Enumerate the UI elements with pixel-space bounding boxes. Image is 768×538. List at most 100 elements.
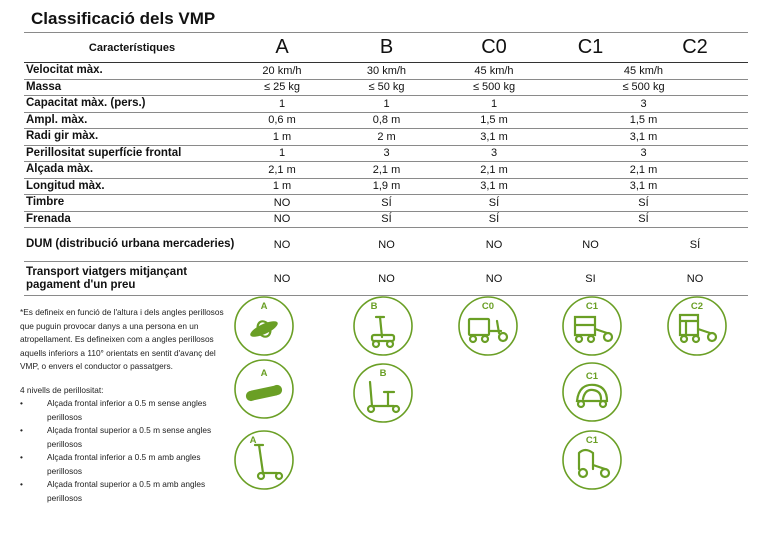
cell-a: 1 m	[240, 178, 324, 195]
row-label: Frenada	[24, 211, 240, 228]
table-header-row: Característiques A B C0 C1 C2	[24, 32, 748, 63]
cell-c1-c2: 2,1 m	[539, 161, 748, 179]
footnote-text: *Es defineix en funció de l'altura i del…	[20, 307, 224, 371]
cell-c1-c2: SÍ	[539, 211, 748, 228]
header-a: A	[240, 32, 324, 63]
table-row-transport: Transport viatgers mitjançant pagament d…	[24, 261, 748, 296]
svg-text:C1: C1	[586, 371, 599, 382]
cell-c0: ≤ 500 kg	[449, 79, 539, 96]
cell-c0: 45 km/h	[449, 62, 539, 80]
bullet: •	[20, 479, 23, 489]
table-row: Frenada NO SÍ SÍ SÍ	[24, 211, 748, 228]
level-text: Alçada frontal inferior a 0.5 m sense an…	[47, 398, 207, 422]
cell-c2: NO	[642, 261, 748, 296]
cell-c0: 2,1 m	[449, 161, 539, 179]
cell-a: NO	[240, 261, 324, 296]
bullet: •	[20, 398, 23, 408]
row-label: Ampl. màx.	[24, 112, 240, 129]
cell-c1-c2: 3,1 m	[539, 178, 748, 195]
cell-c2: SÍ	[642, 227, 748, 262]
cell-b: SÍ	[324, 211, 449, 228]
cell-b: NO	[324, 261, 449, 296]
cell-c0: NO	[449, 261, 539, 296]
cell-a: 1 m	[240, 128, 324, 146]
svg-text:B: B	[371, 301, 378, 312]
cell-c0: SÍ	[449, 194, 539, 212]
cell-c1: NO	[539, 227, 642, 262]
cell-c1-c2: 3	[539, 95, 748, 113]
table-row: Timbre NO SÍ SÍ SÍ	[24, 194, 748, 212]
footnotes: *Es defineix en funció de l'altura i del…	[20, 306, 232, 505]
cell-c1: SI	[539, 261, 642, 296]
list-item: • Alçada frontal inferior a 0.5 m amb ang…	[20, 451, 232, 478]
cell-a: 1	[240, 95, 324, 113]
level-text: Alçada frontal inferior a 0.5 m amb angl…	[47, 452, 201, 476]
row-label: Massa	[24, 79, 240, 96]
level-text: Alçada frontal superior a 0.5 m sense an…	[47, 425, 212, 449]
cell-b: 0,8 m	[324, 112, 449, 129]
seated-scooter-icon: B	[352, 362, 414, 424]
cell-a: ≤ 25 kg	[240, 79, 324, 96]
cell-b: 3	[324, 145, 449, 162]
cell-a: 20 km/h	[240, 62, 324, 80]
bullet: •	[20, 425, 23, 435]
svg-text:A: A	[261, 368, 268, 379]
page-title: Classificació dels VMP	[31, 9, 216, 28]
cell-c1-c2: 1,5 m	[539, 112, 748, 129]
row-label: Timbre	[24, 194, 240, 212]
table-row-dum: DUM (distribució urbana mercaderies) NO …	[24, 227, 748, 262]
cell-c0: 3	[449, 145, 539, 162]
table-row: Velocitat màx. 20 km/h 30 km/h 45 km/h 4…	[24, 62, 748, 80]
list-item: • Alçada frontal superior a 0.5 m amb ang…	[20, 478, 232, 505]
cell-b: NO	[324, 227, 449, 262]
svg-text:C1: C1	[586, 435, 599, 446]
row-label: Velocitat màx.	[24, 62, 240, 80]
table-row: Alçada màx. 2,1 m 2,1 m 2,1 m 2,1 m	[24, 161, 748, 179]
cell-c0: SÍ	[449, 211, 539, 228]
cell-a: 0,6 m	[240, 112, 324, 129]
cell-a: 2,1 m	[240, 161, 324, 179]
cargo-trike-icon: C0	[457, 295, 519, 357]
cell-b: 1	[324, 95, 449, 113]
cell-c1-c2: 3,1 m	[539, 128, 748, 146]
row-label: Transport viatgers mitjançant pagament d…	[24, 261, 240, 296]
svg-text:C0: C0	[482, 301, 494, 312]
cell-c0: 3,1 m	[449, 128, 539, 146]
row-label: Radi gir màx.	[24, 128, 240, 146]
table-row: Massa ≤ 25 kg ≤ 50 kg ≤ 500 kg ≤ 500 kg	[24, 79, 748, 96]
cell-c0: 3,1 m	[449, 178, 539, 195]
kick-scooter-icon: A	[233, 429, 295, 491]
row-label: Alçada màx.	[24, 161, 240, 179]
cell-c0: 1	[449, 95, 539, 113]
monowheel-icon: A	[233, 295, 295, 357]
cell-b: SÍ	[324, 194, 449, 212]
cell-c0: NO	[449, 227, 539, 262]
header-c1: C1	[539, 32, 642, 63]
svg-text:C2: C2	[691, 301, 703, 312]
bullet: •	[20, 452, 23, 462]
passenger-trike-icon: C1	[561, 295, 623, 357]
list-item: • Alçada frontal superior a 0.5 m sense a…	[20, 424, 232, 451]
header-c0: C0	[449, 32, 539, 63]
cell-c1-c2: ≤ 500 kg	[539, 79, 748, 96]
header-b: B	[324, 32, 449, 63]
cell-b: ≤ 50 kg	[324, 79, 449, 96]
cell-c1-c2: 45 km/h	[539, 62, 748, 80]
svg-text:B: B	[380, 368, 387, 379]
classification-table: Característiques A B C0 C1 C2 Velocitat …	[24, 32, 748, 296]
pedicab-icon: C1	[561, 429, 623, 491]
cell-a: NO	[240, 194, 324, 212]
cell-b: 30 km/h	[324, 62, 449, 80]
segway-icon: B	[352, 295, 414, 357]
svg-text:C1: C1	[586, 301, 599, 312]
cargo-pedicab-icon: C2	[666, 295, 728, 357]
table-row: Ampl. màx. 0,6 m 0,8 m 1,5 m 1,5 m	[24, 112, 748, 129]
levels-list: • Alçada frontal inferior a 0.5 m sense a…	[20, 397, 232, 505]
row-label: Perillositat superfície frontal	[24, 145, 240, 162]
header-c2: C2	[642, 32, 748, 63]
levels-title: 4 nivells de perillositat:	[20, 384, 104, 395]
enclosed-trike-icon: C1	[561, 361, 623, 423]
level-text: Alçada frontal superior a 0.5 m amb angl…	[47, 479, 206, 503]
cell-b: 1,9 m	[324, 178, 449, 195]
table-row: Perillositat superfície frontal 1 3 3 3	[24, 145, 748, 162]
